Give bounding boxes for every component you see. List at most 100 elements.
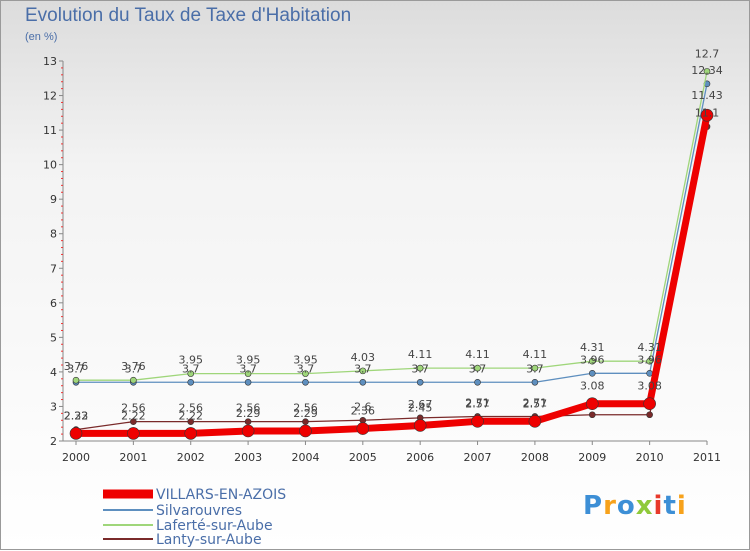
x-tick-label: 2001 (119, 451, 147, 464)
series-line (75, 126, 708, 431)
data-label: 2.71 (465, 396, 490, 409)
logo-letter: i (653, 491, 664, 521)
data-label: 3.7 (411, 362, 429, 375)
data-label: 2.57 (523, 397, 548, 410)
data-label: 2.22 (121, 409, 146, 422)
data-point (69, 427, 83, 440)
y-tick-label: 6 (50, 297, 57, 310)
data-label: 3.7 (182, 362, 200, 375)
y-tick-label: 11 (43, 124, 57, 137)
data-point (588, 369, 596, 377)
data-point (474, 378, 481, 386)
data-point (187, 370, 195, 377)
data-point (302, 370, 309, 377)
data-point (72, 376, 80, 384)
data-point (646, 357, 653, 365)
data-label: 3.76 (121, 360, 146, 373)
data-label: 12.34 (691, 64, 723, 77)
y-tick-label: 12 (43, 90, 57, 103)
data-point (585, 397, 599, 410)
data-label: 4.11 (465, 348, 490, 361)
data-label: 3.96 (580, 353, 605, 366)
proxiti-logo: Proxiti (583, 491, 687, 521)
x-tick-label: 2007 (464, 451, 492, 464)
data-point (127, 427, 140, 440)
data-label: 2.45 (408, 401, 433, 414)
data-label: 3.95 (236, 354, 261, 367)
data-point (302, 378, 309, 386)
data-label: 2.67 (408, 398, 433, 411)
data-point (302, 418, 309, 425)
x-tick-label: 2009 (578, 451, 606, 464)
logo-letter: x (635, 491, 654, 521)
logo-letter: P (583, 491, 604, 521)
data-point (244, 418, 252, 425)
data-label: 11.43 (691, 89, 723, 102)
data-point (588, 357, 596, 365)
data-label: 12.7 (695, 47, 720, 60)
y-tick-label: 2 (50, 435, 57, 448)
series-line (76, 83, 708, 383)
data-point (528, 415, 542, 428)
y-tick-label: 4 (50, 366, 57, 379)
data-label: 3.76 (64, 360, 89, 373)
logo-letter: i (676, 491, 687, 521)
data-point (241, 424, 255, 438)
data-point (471, 415, 484, 428)
data-label: 2.56 (293, 402, 318, 415)
chart-subtitle: (en %) (25, 31, 58, 43)
x-tick-label: 2011 (693, 451, 721, 464)
data-point (646, 411, 653, 419)
data-point (413, 419, 427, 432)
data-label: 3.7 (526, 362, 544, 375)
logo-letter: t (663, 491, 677, 521)
data-label: 3.96 (637, 353, 662, 366)
data-label: 2.56 (121, 402, 146, 415)
data-label: 4.11 (408, 348, 433, 361)
data-label: 3.7 (67, 362, 85, 375)
data-label: 2.56 (178, 402, 203, 415)
data-point (299, 424, 312, 438)
data-point (703, 68, 711, 75)
data-label: 3.08 (637, 380, 662, 393)
legend-label: Silvarouvres (156, 503, 242, 519)
data-label: 3.7 (125, 362, 143, 375)
y-tick-label: 10 (43, 159, 57, 172)
data-point (356, 422, 370, 435)
data-point (416, 378, 424, 386)
x-tick-label: 2002 (177, 451, 205, 464)
x-tick-label: 2006 (406, 451, 434, 464)
data-point (531, 364, 539, 372)
data-point (700, 108, 714, 122)
data-label: 2.56 (236, 402, 261, 415)
x-tick-label: 2004 (291, 451, 319, 464)
data-point (643, 397, 656, 410)
data-label: 2.29 (236, 407, 261, 420)
data-label: 2.22 (64, 409, 89, 422)
data-point (416, 364, 424, 372)
data-point (184, 427, 198, 440)
y-tick-label: 7 (50, 262, 57, 275)
data-label: 2.29 (293, 407, 318, 420)
data-point (187, 378, 195, 386)
data-label: 3.95 (178, 354, 203, 367)
x-tick-label: 2000 (62, 451, 90, 464)
data-point (130, 376, 137, 384)
legend-label: Lanty-sur-Aube (156, 532, 262, 548)
data-label: 4.31 (637, 341, 662, 354)
data-label: 3.7 (469, 362, 487, 375)
data-label: 2.57 (465, 397, 490, 410)
data-point (531, 378, 539, 386)
data-point (474, 364, 481, 372)
y-tick-label: 5 (50, 331, 57, 344)
data-label: 2.71 (523, 396, 548, 409)
data-point (187, 418, 195, 425)
data-point (130, 418, 137, 425)
data-label: 3.7 (354, 362, 372, 375)
y-tick-label: 3 (50, 400, 57, 413)
data-label: 3.7 (239, 362, 257, 375)
y-tick-label: 13 (43, 55, 57, 68)
data-label: 2.33 (64, 410, 89, 423)
